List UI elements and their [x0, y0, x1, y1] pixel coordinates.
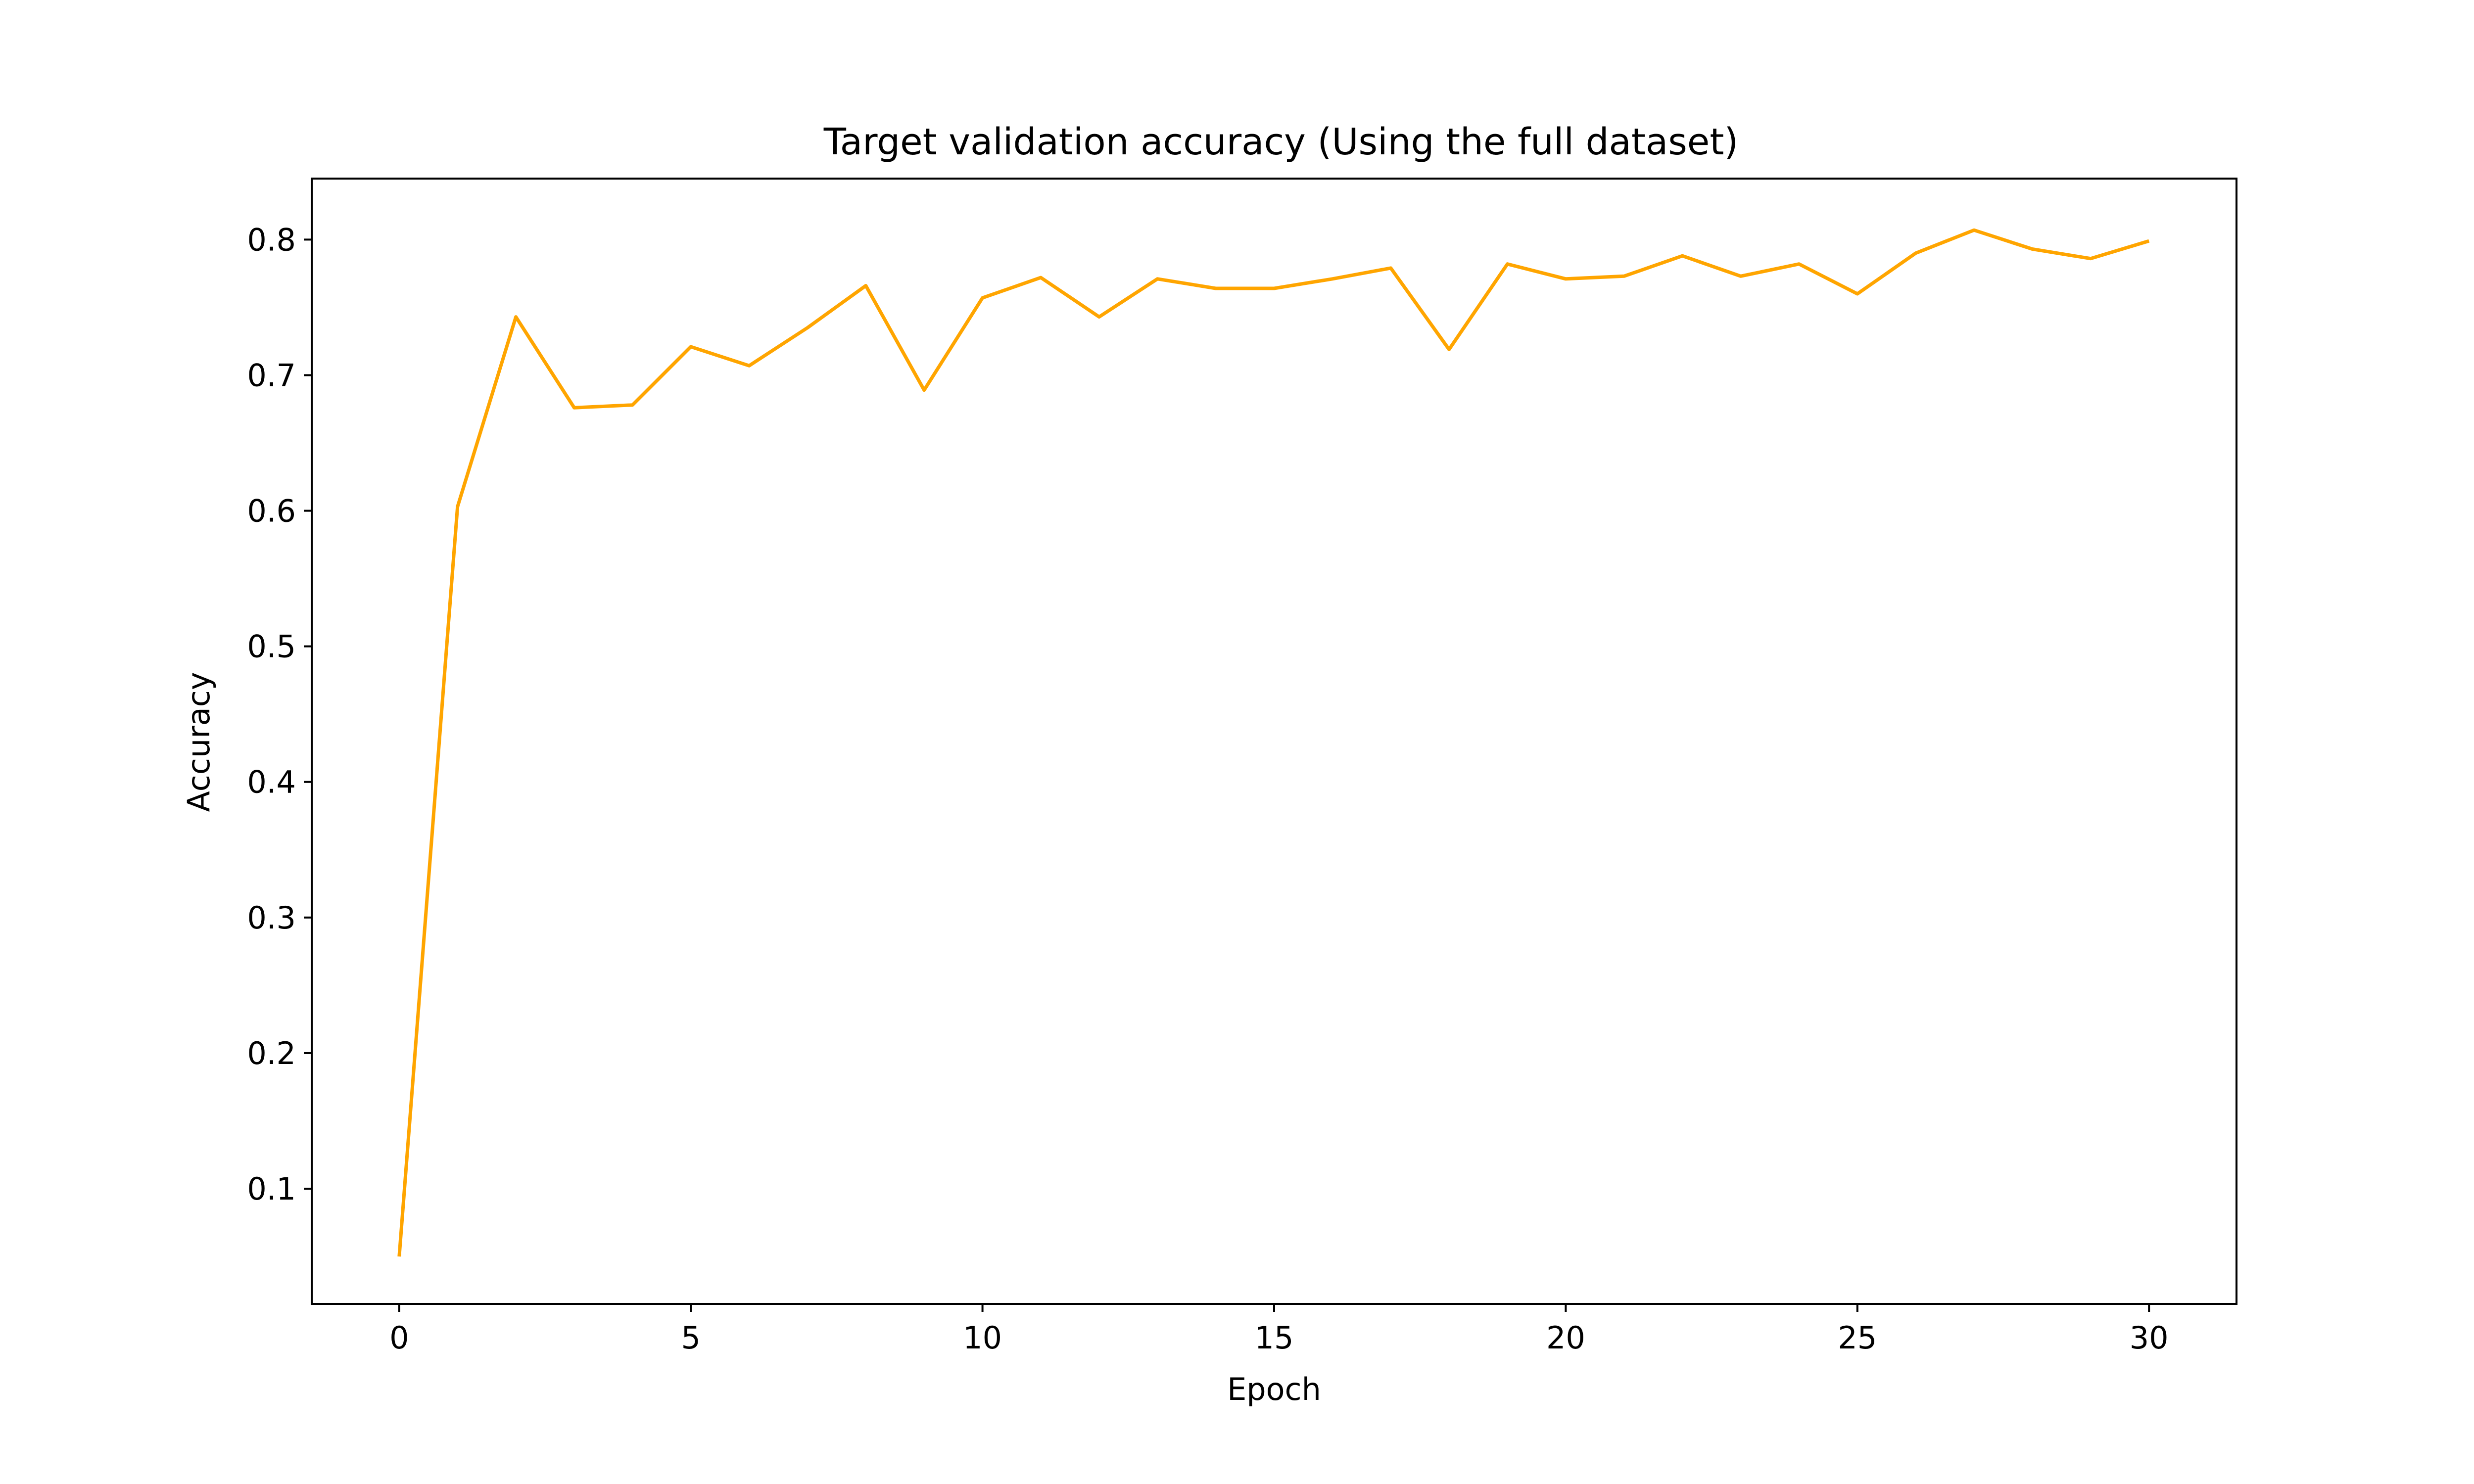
y-tick-label: 0.4 — [247, 764, 296, 800]
x-tick-label: 15 — [1255, 1320, 1294, 1356]
x-tick-label: 0 — [389, 1320, 409, 1356]
y-tick-label: 0.7 — [247, 357, 296, 393]
x-tick-label: 25 — [1838, 1320, 1877, 1356]
y-tick-label: 0.6 — [247, 493, 296, 529]
x-tick-label: 20 — [1546, 1320, 1585, 1356]
y-tick-label: 0.8 — [247, 222, 296, 258]
series-line — [397, 228, 2150, 1257]
y-tick-label: 0.5 — [247, 629, 296, 665]
y-tick-label: 0.2 — [247, 1035, 296, 1071]
y-axis: 0.1 0.2 0.3 0.4 0.5 0.6 0.7 0.8 — [247, 222, 312, 1207]
x-axis-label: Epoch — [1227, 1371, 1321, 1407]
chart-title: Target validation accuracy (Using the fu… — [823, 121, 1738, 163]
x-axis: 0 5 10 15 20 25 30 — [389, 1304, 2169, 1356]
y-axis-label: Accuracy — [181, 672, 217, 812]
y-tick-label: 0.3 — [247, 900, 296, 936]
x-tick-label: 5 — [681, 1320, 700, 1356]
plot-frame — [311, 178, 2237, 1305]
x-tick-label: 30 — [2130, 1320, 2169, 1356]
plot-area — [397, 228, 2150, 1257]
y-tick-label: 0.1 — [247, 1171, 296, 1207]
x-tick-label: 10 — [963, 1320, 1002, 1356]
